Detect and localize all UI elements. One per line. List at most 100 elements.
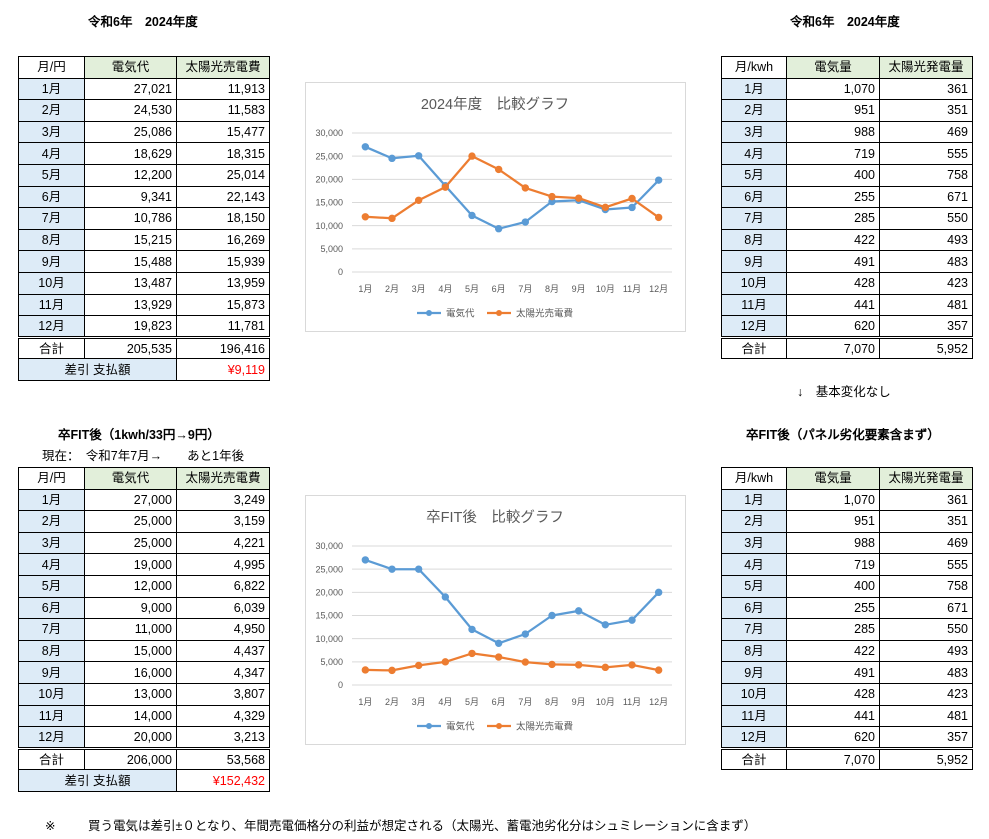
electricity-usage-cell: 719: [786, 142, 880, 165]
solar-sales-cell: 4,329: [176, 704, 270, 728]
chart-title: 2024年度 比較グラフ: [421, 95, 569, 113]
table-row: 5月 400 758: [721, 163, 973, 187]
solar-sales-cell: 16,269: [176, 228, 270, 252]
month-cell: 6月: [18, 185, 85, 209]
electricity-cost-cell: 9,341: [84, 185, 177, 209]
data-point-electricity-cost: [468, 625, 476, 634]
solar-generation-cell: 493: [879, 639, 973, 663]
x-tick-label: 3月: [412, 284, 426, 294]
month-cell: 9月: [18, 250, 85, 273]
cost-table-post-fit: 月/円 電気代 太陽光売電費 1月 27,000 3,249 2月 25,000 3,159 3月…: [18, 467, 270, 792]
month-cell: 6月: [721, 596, 787, 620]
solar-sales-cell: 4,437: [176, 639, 270, 663]
balance-row: 差引 支払額 ¥152,432: [18, 769, 270, 792]
x-tick-label: 7月: [518, 284, 532, 294]
total-row: 合計 205,535 196,416: [18, 335, 270, 360]
solar-sales-cell: 4,221: [176, 531, 270, 555]
table-row: 10月 13,000 3,807: [18, 682, 270, 706]
electricity-usage-cell: 422: [786, 228, 880, 252]
solar-sales-cell: 3,159: [176, 510, 270, 533]
electricity-cost-cell: 27,000: [84, 488, 177, 512]
table-row: 1月 1,070 361: [721, 488, 973, 512]
month-cell: 9月: [721, 250, 787, 273]
data-point-solar-sales: [601, 663, 610, 672]
table-row: 8月 15,000 4,437: [18, 639, 270, 663]
solar-generation-cell: 351: [879, 99, 973, 122]
table-row: 3月 988 469: [721, 531, 973, 555]
month-cell: 7月: [721, 618, 787, 641]
header-month: 月/円: [18, 467, 85, 490]
legend-marker-electricity-cost: [426, 723, 432, 729]
y-tick-label: 0: [338, 680, 343, 690]
electricity-usage-cell: 988: [786, 531, 880, 555]
data-point-electricity-cost: [654, 176, 663, 184]
total-row: 合計 206,000 53,568: [18, 746, 270, 771]
table-row: 3月 988 469: [721, 120, 973, 144]
comparison-chart-2024: 2024年度 比較グラフ 0 5,000 10,000 15,000 20,000 25,0…: [305, 82, 686, 332]
total-label: 合計: [721, 746, 787, 771]
table-row: 4月 19,000 4,995: [18, 553, 270, 576]
x-tick-label: 10月: [596, 284, 615, 294]
table-row: 11月 13,929 15,873: [18, 293, 270, 317]
y-tick-label: 30,000: [315, 128, 343, 138]
solar-sales-cell: 22,143: [176, 185, 270, 209]
table-row: 6月 255 671: [721, 185, 973, 209]
header-month: 月/kwh: [721, 467, 787, 490]
data-point-solar-sales: [361, 666, 370, 674]
x-tick-label: 12月: [649, 697, 668, 707]
table-row: 7月 285 550: [721, 207, 973, 230]
legend-marker-electricity-cost: [426, 310, 432, 316]
data-point-solar-sales: [494, 165, 503, 174]
solar-generation-cell: 550: [879, 207, 973, 230]
data-point-solar-sales: [654, 666, 663, 674]
electricity-usage-cell: 422: [786, 639, 880, 663]
month-cell: 8月: [721, 228, 787, 252]
x-tick-label: 11月: [623, 697, 641, 707]
top-right-title: 令和6年 2024年度: [790, 15, 900, 29]
fit-right-title: 卒FIT後（パネル劣化要素含まず）: [746, 428, 940, 442]
legend-marker-solar-sales: [496, 723, 502, 729]
header-electricity-usage: 電気量: [786, 467, 880, 490]
month-cell: 5月: [721, 574, 787, 598]
x-tick-label: 12月: [649, 284, 668, 294]
table-row: 12月 620 357: [721, 726, 973, 749]
month-cell: 12月: [18, 315, 85, 338]
y-tick-label: 15,000: [315, 611, 343, 621]
electricity-cost-cell: 24,530: [84, 99, 177, 122]
total-solar-sales: 196,416: [176, 335, 270, 360]
solar-sales-cell: 6,822: [176, 574, 270, 598]
data-point-electricity-cost: [468, 211, 476, 220]
chart-frame: [305, 82, 686, 332]
table-row: 11月 441 481: [721, 293, 973, 317]
electricity-usage-cell: 400: [786, 163, 880, 187]
data-point-electricity-cost: [414, 152, 423, 160]
header-electricity-usage: 電気量: [786, 56, 880, 79]
solar-generation-cell: 423: [879, 682, 973, 706]
data-point-solar-sales: [521, 658, 530, 666]
table-row: 2月 951 351: [721, 99, 973, 122]
month-cell: 5月: [721, 163, 787, 187]
electricity-cost-cell: 9,000: [84, 596, 177, 620]
electricity-usage-cell: 719: [786, 553, 880, 576]
header-solar-sales: 太陽光売電費: [176, 467, 270, 490]
header-row: 月/kwh 電気量 太陽光発電量: [721, 467, 973, 490]
total-row: 合計 7,070 5,952: [721, 746, 973, 771]
x-tick-label: 4月: [438, 284, 452, 294]
electricity-cost-cell: 25,000: [84, 531, 177, 555]
table-row: 9月 15,488 15,939: [18, 250, 270, 273]
data-point-electricity-cost: [601, 621, 610, 629]
solar-generation-cell: 361: [879, 488, 973, 512]
solar-generation-cell: 483: [879, 661, 973, 684]
electricity-usage-cell: 255: [786, 185, 880, 209]
x-tick-label: 9月: [572, 284, 586, 294]
x-tick-label: 1月: [358, 284, 372, 294]
electricity-cost-cell: 14,000: [84, 704, 177, 728]
electricity-cost-cell: 11,000: [84, 618, 177, 641]
month-cell: 3月: [18, 531, 85, 555]
electricity-cost-cell: 25,000: [84, 510, 177, 533]
balance-row: 差引 支払額 ¥9,119: [18, 358, 270, 381]
solar-generation-cell: 357: [879, 726, 973, 749]
table-row: 12月 19,823 11,781: [18, 315, 270, 338]
electricity-usage-cell: 285: [786, 618, 880, 641]
solar-sales-cell: 11,583: [176, 99, 270, 122]
